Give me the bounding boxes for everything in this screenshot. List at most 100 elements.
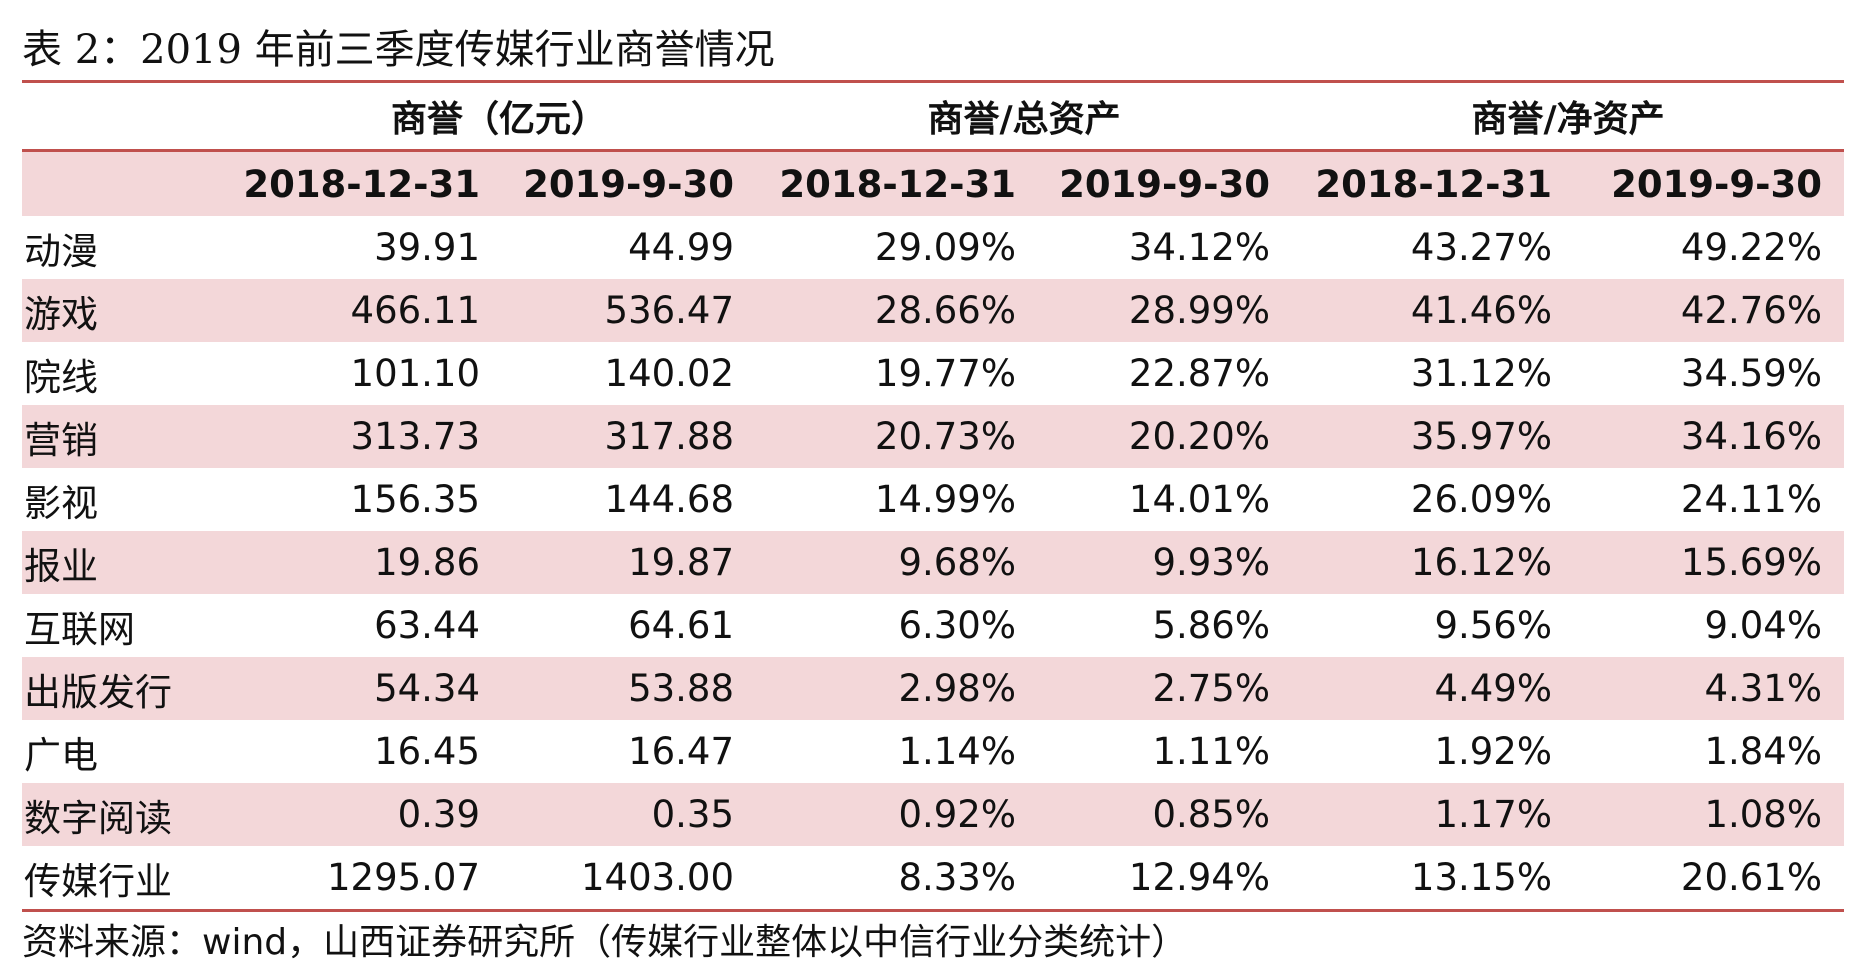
table-cell: 43.27% [1410,226,1553,269]
table-cell: 0.35 [502,783,757,846]
table-row: 报业 19.86 19.87 9.68% 9.93% 16.12% 15.69% [22,531,1845,594]
table-cell: 0.85% [1038,783,1293,846]
table-cell: 144.68 [604,478,735,521]
table-cell: 16.12% [1292,531,1575,594]
corner-cell [22,83,242,152]
table-cell: 313.73 [242,405,502,468]
row-label: 出版发行 [22,657,242,720]
table-row: 院线 101.10 140.02 19.77% 22.87% 31.12% 34.59% [22,342,1844,405]
table-cell: 9.56% [1434,604,1553,647]
date-header-row: 2018-12-31 2019-9-30 2018-12-31 2019-9-3… [22,150,1845,216]
group-header-goodwill: 商誉（亿元） [242,83,757,152]
table-body: 动漫 39.91 44.99 29.09% 34.12% 43.27% 49.22% 游戏 46… [22,216,1845,909]
report-table-figure: 表 2：2019 年前三季度传媒行业商誉情况 商誉（亿元） 商誉/总资产 商誉/… [22,0,1845,970]
table-cell: 22.87% [1128,352,1271,395]
table-row: 数字阅读 0.39 0.35 0.92% 0.85% 1.17% 1.08% [22,783,1845,846]
row-label: 广电 [24,733,98,777]
table-cell: 536.47 [502,279,757,342]
date-header: 2019-9-30 [1574,150,1845,216]
table-cell: 54.34 [242,657,502,720]
table-cell: 1.08% [1574,783,1845,846]
table-cell: 24.11% [1680,478,1823,521]
row-label: 院线 [24,355,98,399]
table-cell: 9.93% [1038,531,1293,594]
table-cell: 20.73% [756,405,1039,468]
table-cell: 41.46% [1292,279,1575,342]
table-cell: 4.49% [1292,657,1575,720]
table-cell: 53.88 [502,657,757,720]
date-header: 2018-12-31 [756,150,1039,216]
row-label: 营销 [22,405,242,468]
table-cell: 26.09% [1410,478,1553,521]
bottom-rule [22,909,1844,912]
group-header-row: 商誉（亿元） 商誉/总资产 商誉/净资产 [22,83,1845,152]
table-cell: 4.31% [1574,657,1845,720]
table-cell: 14.99% [874,478,1017,521]
date-header: 2019-9-30 [502,150,757,216]
table-cell: 9.04% [1704,604,1823,647]
table-cell: 42.76% [1574,279,1845,342]
table-cell: 466.11 [242,279,502,342]
table-cell: 34.16% [1574,405,1845,468]
table-cell: 1.14% [898,730,1017,773]
table-cell: 12.94% [1128,856,1271,899]
table-cell: 63.44 [374,604,480,647]
date-header: 2018-12-31 [1292,150,1575,216]
row-label: 动漫 [24,229,98,273]
table-row: 广电 16.45 16.47 1.14% 1.11% 1.92% 1.84% [22,720,1844,783]
table-cell: 8.33% [898,856,1017,899]
table-cell: 1.17% [1292,783,1575,846]
row-label: 数字阅读 [22,783,242,846]
row-label: 游戏 [22,279,242,342]
table-cell: 5.86% [1152,604,1271,647]
row-label: 传媒行业 [24,859,172,903]
table-cell: 44.99 [628,226,735,269]
date-header: 2018-12-31 [242,150,502,216]
table-cell: 28.66% [756,279,1039,342]
table-row: 动漫 39.91 44.99 29.09% 34.12% 43.27% 49.22% [22,216,1844,279]
table-cell: 6.30% [898,604,1017,647]
table-cell: 1403.00 [581,856,735,899]
table-cell: 2.98% [756,657,1039,720]
table-row: 影视 156.35 144.68 14.99% 14.01% 26.09% 24.11% [22,468,1844,531]
group-header-goodwill-net-assets: 商誉/净资产 [1292,83,1845,152]
table-cell: 140.02 [604,352,735,395]
table-cell: 19.87 [502,531,757,594]
table-cell: 16.47 [628,730,735,773]
source-note: 资料来源：wind，山西证券研究所（传媒行业整体以中信行业分类统计） [22,922,1188,963]
table-cell: 9.68% [756,531,1039,594]
table-cell: 34.12% [1128,226,1271,269]
corner-cell [22,150,242,216]
table-row: 游戏 466.11 536.47 28.66% 28.99% 41.46% 42.76% [22,279,1845,342]
table-cell: 101.10 [350,352,480,395]
table-cell: 19.77% [874,352,1017,395]
table-cell: 15.69% [1574,531,1845,594]
table-cell: 39.91 [374,226,480,269]
table-row: 营销 313.73 317.88 20.73% 20.20% 35.97% 34.16% [22,405,1845,468]
table-cell: 31.12% [1410,352,1553,395]
group-header-goodwill-total-assets: 商誉/总资产 [756,83,1293,152]
row-label: 报业 [22,531,242,594]
table-cell: 14.01% [1128,478,1271,521]
table-cell: 64.61 [628,604,735,647]
table-cell: 1.84% [1704,730,1823,773]
table-row: 互联网 63.44 64.61 6.30% 5.86% 9.56% 9.04% [22,594,1844,657]
table-cell: 317.88 [502,405,757,468]
table-cell: 1.11% [1152,730,1271,773]
date-header: 2019-9-30 [1038,150,1293,216]
row-label: 影视 [24,481,98,525]
table-cell: 49.22% [1680,226,1823,269]
table-cell: 1.92% [1434,730,1553,773]
table-cell: 16.45 [374,730,480,773]
table-cell: 13.15% [1410,856,1553,899]
table-cell: 1295.07 [326,856,480,899]
table-title: 表 2：2019 年前三季度传媒行业商誉情况 [22,27,775,73]
table-cell: 20.61% [1680,856,1823,899]
table-cell: 20.20% [1038,405,1293,468]
table-cell: 28.99% [1038,279,1293,342]
goodwill-table: 商誉（亿元） 商誉/总资产 商誉/净资产 2018-12-31 2019-9-3… [22,83,1845,909]
table-cell: 0.39 [242,783,502,846]
table-cell: 0.92% [756,783,1039,846]
row-label: 互联网 [24,607,135,651]
table-cell: 156.35 [350,478,480,521]
